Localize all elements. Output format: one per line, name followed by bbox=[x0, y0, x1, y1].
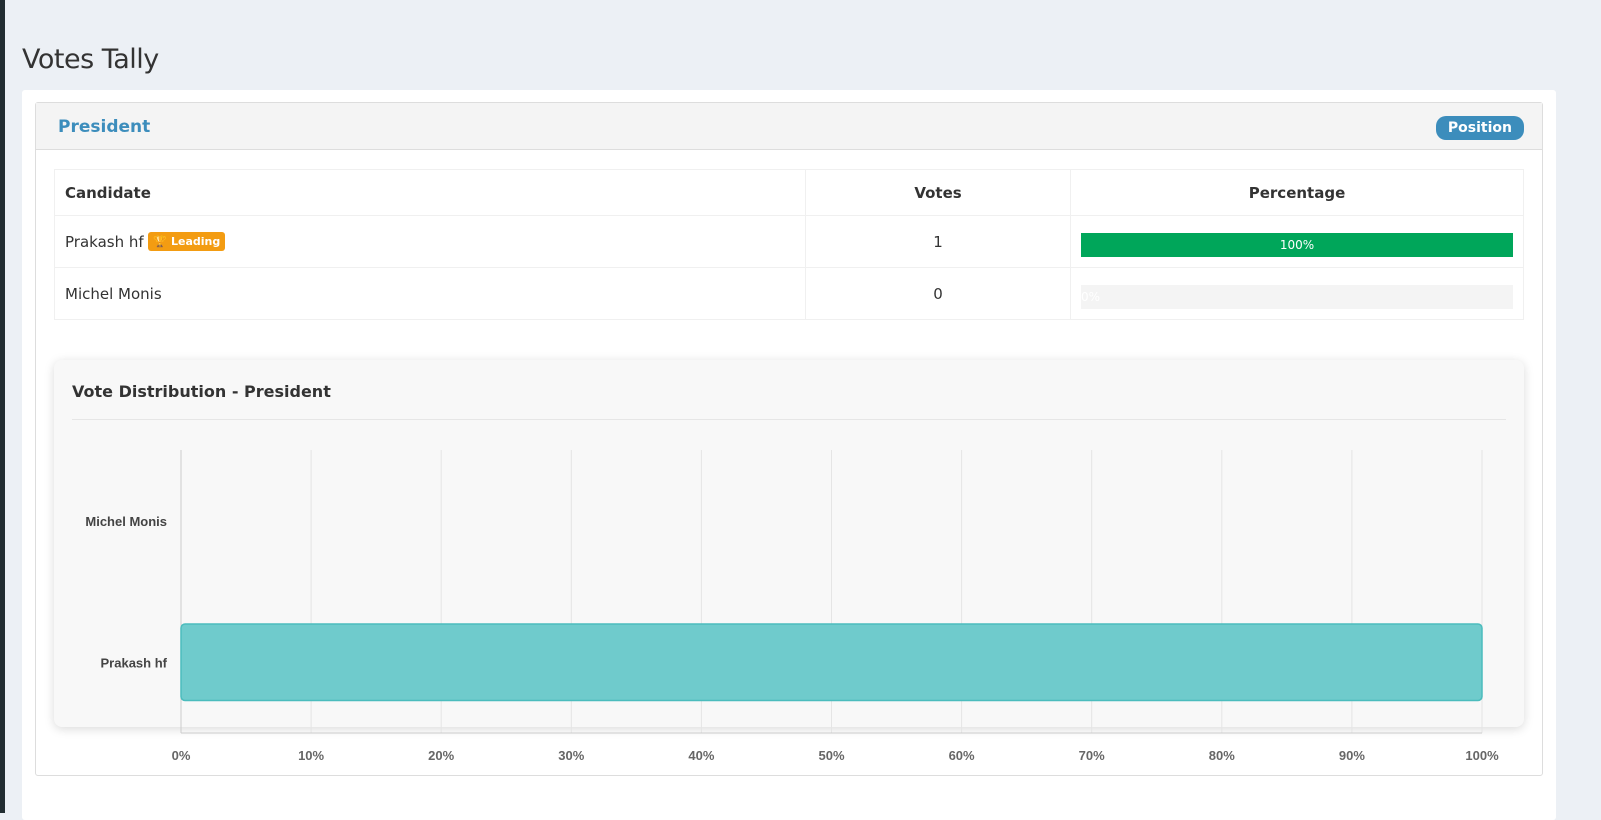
header-votes: Votes bbox=[805, 169, 1071, 216]
x-tick-label: 90% bbox=[1339, 748, 1365, 763]
trophy-icon: 🏆 bbox=[153, 235, 168, 248]
x-tick-label: 50% bbox=[818, 748, 844, 763]
votes-table: Candidate Votes Percentage Prakash hf 🏆 … bbox=[54, 169, 1524, 320]
x-tick-label: 30% bbox=[558, 748, 584, 763]
candidate-name: Michel Monis bbox=[65, 284, 162, 303]
x-tick-label: 40% bbox=[688, 748, 714, 763]
bar-prakash-hf bbox=[180, 623, 1483, 702]
x-tick-label: 10% bbox=[298, 748, 324, 763]
x-tick-label: 100% bbox=[1465, 748, 1499, 763]
y-tick-label: Prakash hf bbox=[101, 655, 168, 670]
candidate-cell: Prakash hf 🏆 Leading bbox=[54, 215, 806, 268]
candidate-name: Prakash hf bbox=[65, 233, 144, 251]
chart-title: Vote Distribution - President bbox=[72, 382, 331, 401]
panel-header: President Position bbox=[36, 103, 1542, 150]
leading-label: Leading bbox=[170, 235, 221, 248]
divider bbox=[72, 419, 1506, 420]
x-tick-label: 20% bbox=[428, 748, 454, 763]
y-tick-label: Michel Monis bbox=[85, 514, 167, 529]
percentage-cell: 0% bbox=[1070, 267, 1524, 320]
progress-bar: 100% bbox=[1081, 232, 1513, 257]
leading-badge: 🏆 Leading bbox=[148, 232, 226, 251]
candidate-cell: Michel Monis bbox=[54, 267, 806, 320]
progress-fill: 100% bbox=[1081, 232, 1513, 257]
x-tick-label: 80% bbox=[1209, 748, 1235, 763]
x-tick-label: 70% bbox=[1079, 748, 1105, 763]
position-title: President bbox=[58, 117, 151, 137]
table-row: Prakash hf 🏆 Leading 1 100% bbox=[54, 215, 1524, 268]
sidebar-edge bbox=[0, 0, 5, 813]
progress-bar: 0% bbox=[1081, 284, 1513, 309]
percentage-cell: 100% bbox=[1070, 215, 1524, 268]
x-tick-label: 60% bbox=[949, 748, 975, 763]
position-badge: Position bbox=[1435, 116, 1524, 140]
page-title: Votes Tally bbox=[22, 44, 159, 75]
votes-cell: 0 bbox=[805, 267, 1071, 320]
table-header: Candidate Votes Percentage bbox=[54, 169, 1524, 216]
table-row: Michel Monis 0 0% bbox=[54, 267, 1524, 320]
x-tick-label: 0% bbox=[172, 748, 191, 763]
